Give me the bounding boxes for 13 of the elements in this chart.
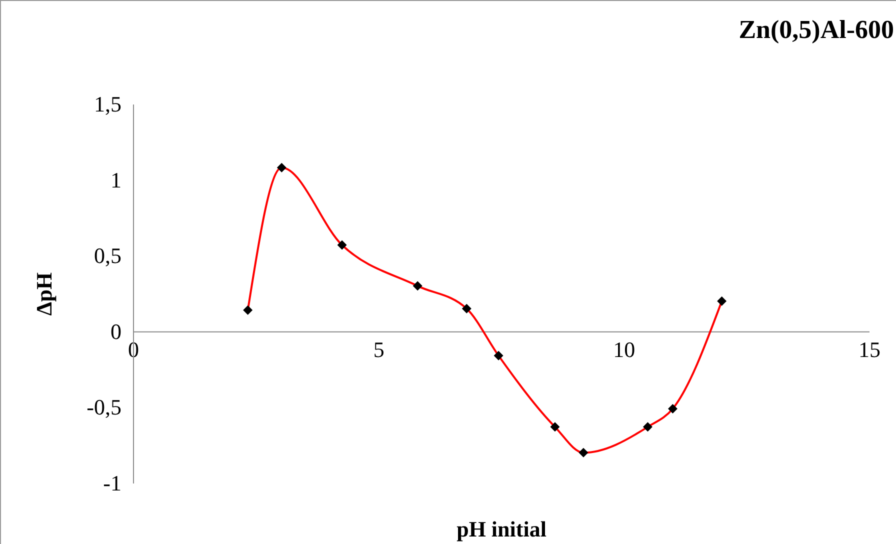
- x-tick-label: 0: [128, 336, 139, 362]
- x-tick-label: 10: [613, 336, 636, 362]
- y-tick-label: 1: [110, 167, 122, 192]
- x-axis-title: pH initial: [456, 516, 546, 542]
- x-tick-label: 15: [858, 336, 880, 362]
- y-tick-label: -0,5: [86, 394, 122, 420]
- y-tick-label: 1,5: [94, 92, 122, 116]
- y-tick-label: 0,5: [94, 243, 122, 268]
- y-tick-label: 0: [110, 318, 122, 344]
- y-tick-label: -1: [103, 470, 122, 496]
- x-tick-label: 5: [373, 336, 384, 362]
- chart-title: Zn(0,5)Al-600: [738, 15, 894, 44]
- y-axis-title: ΔpH: [32, 272, 57, 316]
